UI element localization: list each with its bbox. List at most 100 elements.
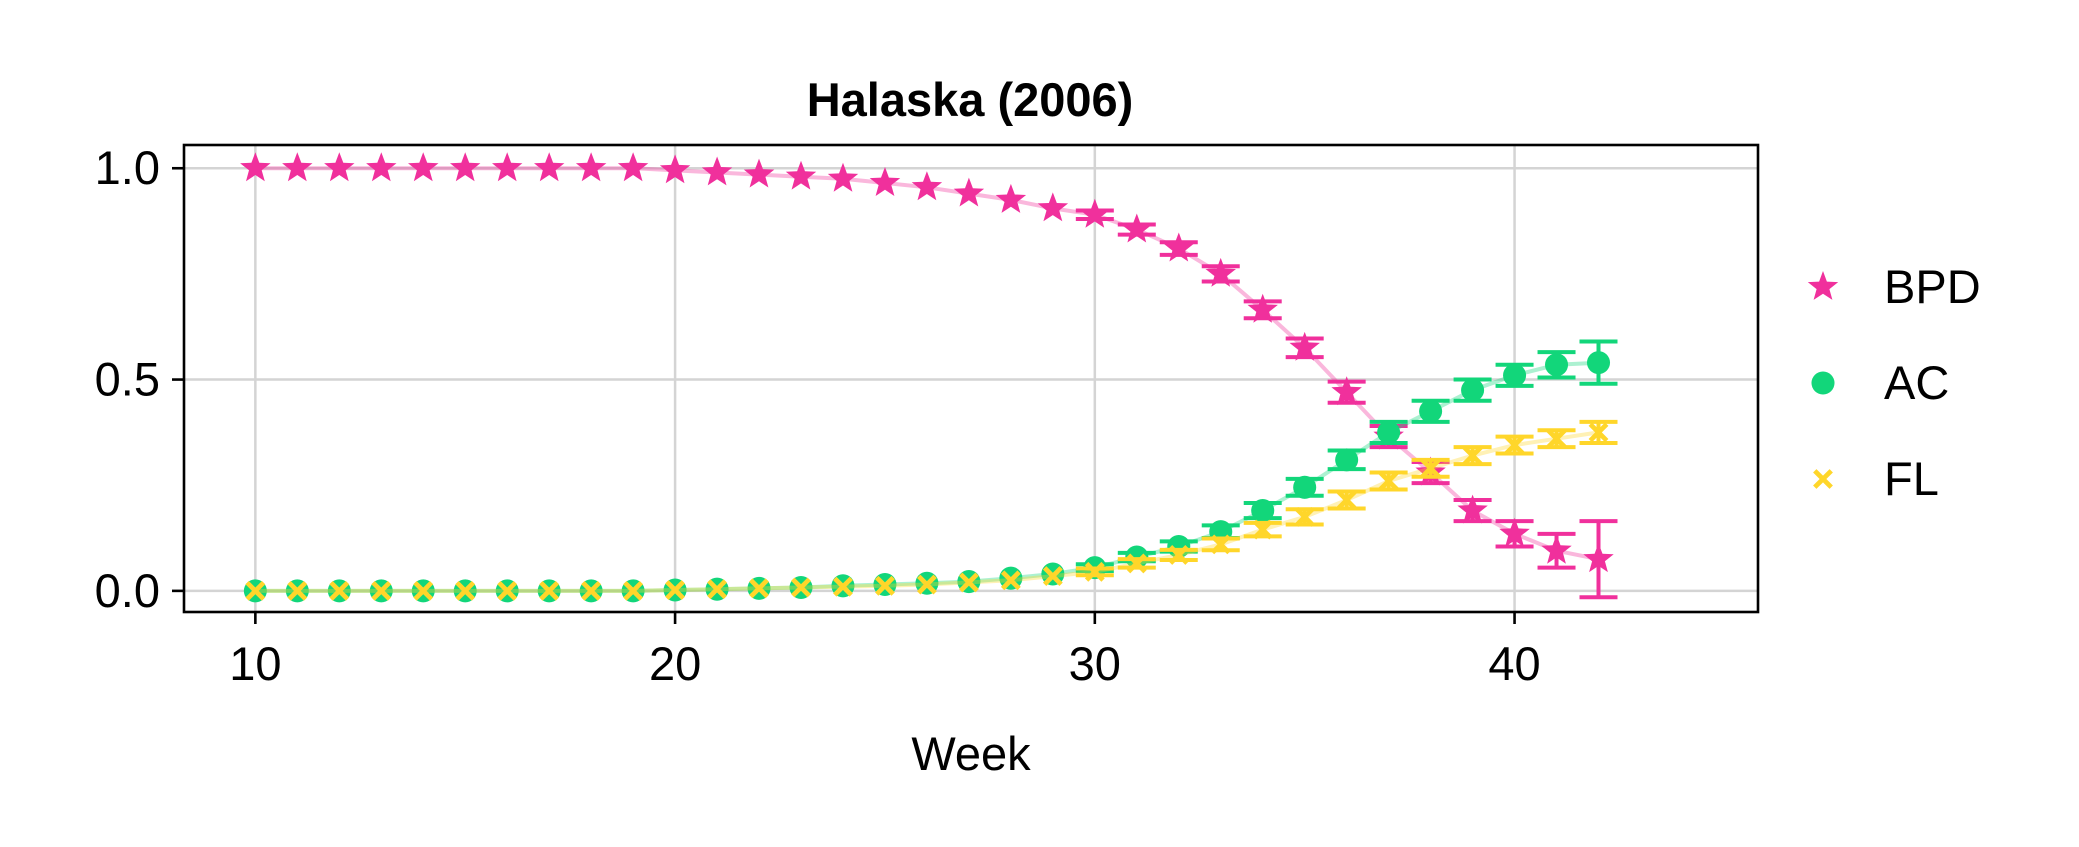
bpd-point [1121, 213, 1152, 243]
legend: BPD AC FL [1807, 260, 1981, 505]
legend-marker-ac [1811, 371, 1835, 395]
legend-label-fl: FL [1884, 452, 1939, 505]
y-tick-label: 0.0 [95, 564, 160, 617]
bpd-point [450, 152, 481, 182]
fl-point [455, 580, 476, 601]
x-tick-label: 40 [1488, 637, 1540, 690]
fl-point [539, 580, 560, 601]
x-tick-label: 20 [649, 637, 701, 690]
bpd-point [408, 152, 439, 182]
bpd-point [827, 162, 859, 192]
fl-point [329, 580, 350, 601]
legend-item-ac: AC [1811, 356, 1949, 409]
bpd-point [1457, 494, 1488, 524]
fl-point [665, 580, 686, 600]
bpd-point [1079, 198, 1110, 228]
bpd-point [1205, 257, 1236, 287]
ac-point [1377, 420, 1401, 444]
ac-point [1293, 475, 1317, 499]
fl-point [497, 580, 518, 601]
y-tick-label: 1.0 [95, 141, 160, 194]
fl-point [1420, 458, 1441, 479]
fl-point [1462, 445, 1483, 466]
fl-point [791, 577, 811, 598]
fl-point [1588, 422, 1609, 443]
fl-point [1042, 566, 1063, 586]
y-tick-label: 0.5 [95, 353, 160, 406]
fl-point [1252, 519, 1273, 540]
bpd-point [911, 171, 943, 201]
fl-point [287, 580, 308, 601]
fl-line [255, 430, 1599, 593]
fl-point [958, 572, 979, 593]
ac-point [1419, 399, 1443, 423]
bpd-point [1499, 517, 1530, 547]
legend-label-bpd: BPD [1884, 260, 1981, 313]
bpd-point [492, 152, 523, 182]
fl-point [1378, 471, 1399, 491]
fl-point [1294, 506, 1315, 527]
fl-point [1336, 490, 1357, 510]
legend-marker-bpd [1807, 271, 1839, 300]
bpd-point [869, 167, 901, 196]
plot-area [240, 152, 1618, 603]
chart-title: Halaska (2006) [807, 73, 1134, 126]
legend-item-bpd: BPD [1807, 260, 1981, 313]
ac-point [1503, 363, 1527, 387]
ac-point [1125, 545, 1149, 569]
bpd-point [282, 152, 313, 182]
bpd-point [743, 158, 775, 188]
fl-point [1000, 570, 1021, 591]
bpd-point [575, 152, 607, 182]
ac-point [1586, 351, 1611, 375]
bpd-point [1163, 232, 1194, 262]
series-bpd [240, 152, 1618, 600]
x-axis-label: Week [911, 727, 1031, 780]
legend-item-fl: FL [1813, 452, 1939, 505]
ac-point [1461, 378, 1485, 402]
bpd-point [995, 183, 1027, 213]
bpd-point [617, 152, 649, 182]
fl-point [1210, 534, 1231, 555]
fl-point [1168, 545, 1189, 565]
x-tick-label: 30 [1069, 637, 1121, 690]
bpd-point [240, 152, 271, 182]
fl-point [581, 580, 602, 601]
fl-point [413, 580, 434, 601]
fl-point [371, 580, 392, 601]
series-fl [245, 419, 1618, 601]
fl-point [749, 578, 769, 599]
bpd-point [1583, 543, 1614, 573]
legend-marker-fl [1813, 469, 1833, 489]
fl-point [917, 574, 937, 595]
bpd-point [659, 154, 691, 184]
bpd-point [1289, 331, 1320, 361]
ac-point [1545, 353, 1569, 377]
fl-point [623, 580, 644, 601]
fl-point [1546, 428, 1567, 449]
bpd-point [1037, 192, 1069, 222]
fl-point [875, 575, 895, 596]
axes: 10 20 30 40 0.0 0.5 1.0 [95, 141, 1541, 690]
bpd-point [701, 156, 733, 186]
ac-point [1251, 499, 1275, 523]
fl-point [245, 580, 266, 601]
x-tick-label: 10 [229, 637, 281, 690]
bpd-point [366, 152, 397, 182]
fl-point [1504, 435, 1525, 455]
bpd-point [1331, 376, 1362, 406]
bpd-point [785, 160, 817, 190]
bpd-line [255, 166, 1599, 562]
fl-point [1084, 561, 1105, 582]
bpd-point [1247, 293, 1278, 323]
bpd-point [534, 152, 565, 182]
fl-point [833, 576, 853, 597]
bpd-point [1541, 534, 1572, 564]
legend-label-ac: AC [1884, 356, 1949, 409]
fl-point [1126, 553, 1147, 574]
bpd-point [953, 177, 985, 207]
fl-point [707, 579, 727, 600]
bpd-point [324, 152, 355, 182]
